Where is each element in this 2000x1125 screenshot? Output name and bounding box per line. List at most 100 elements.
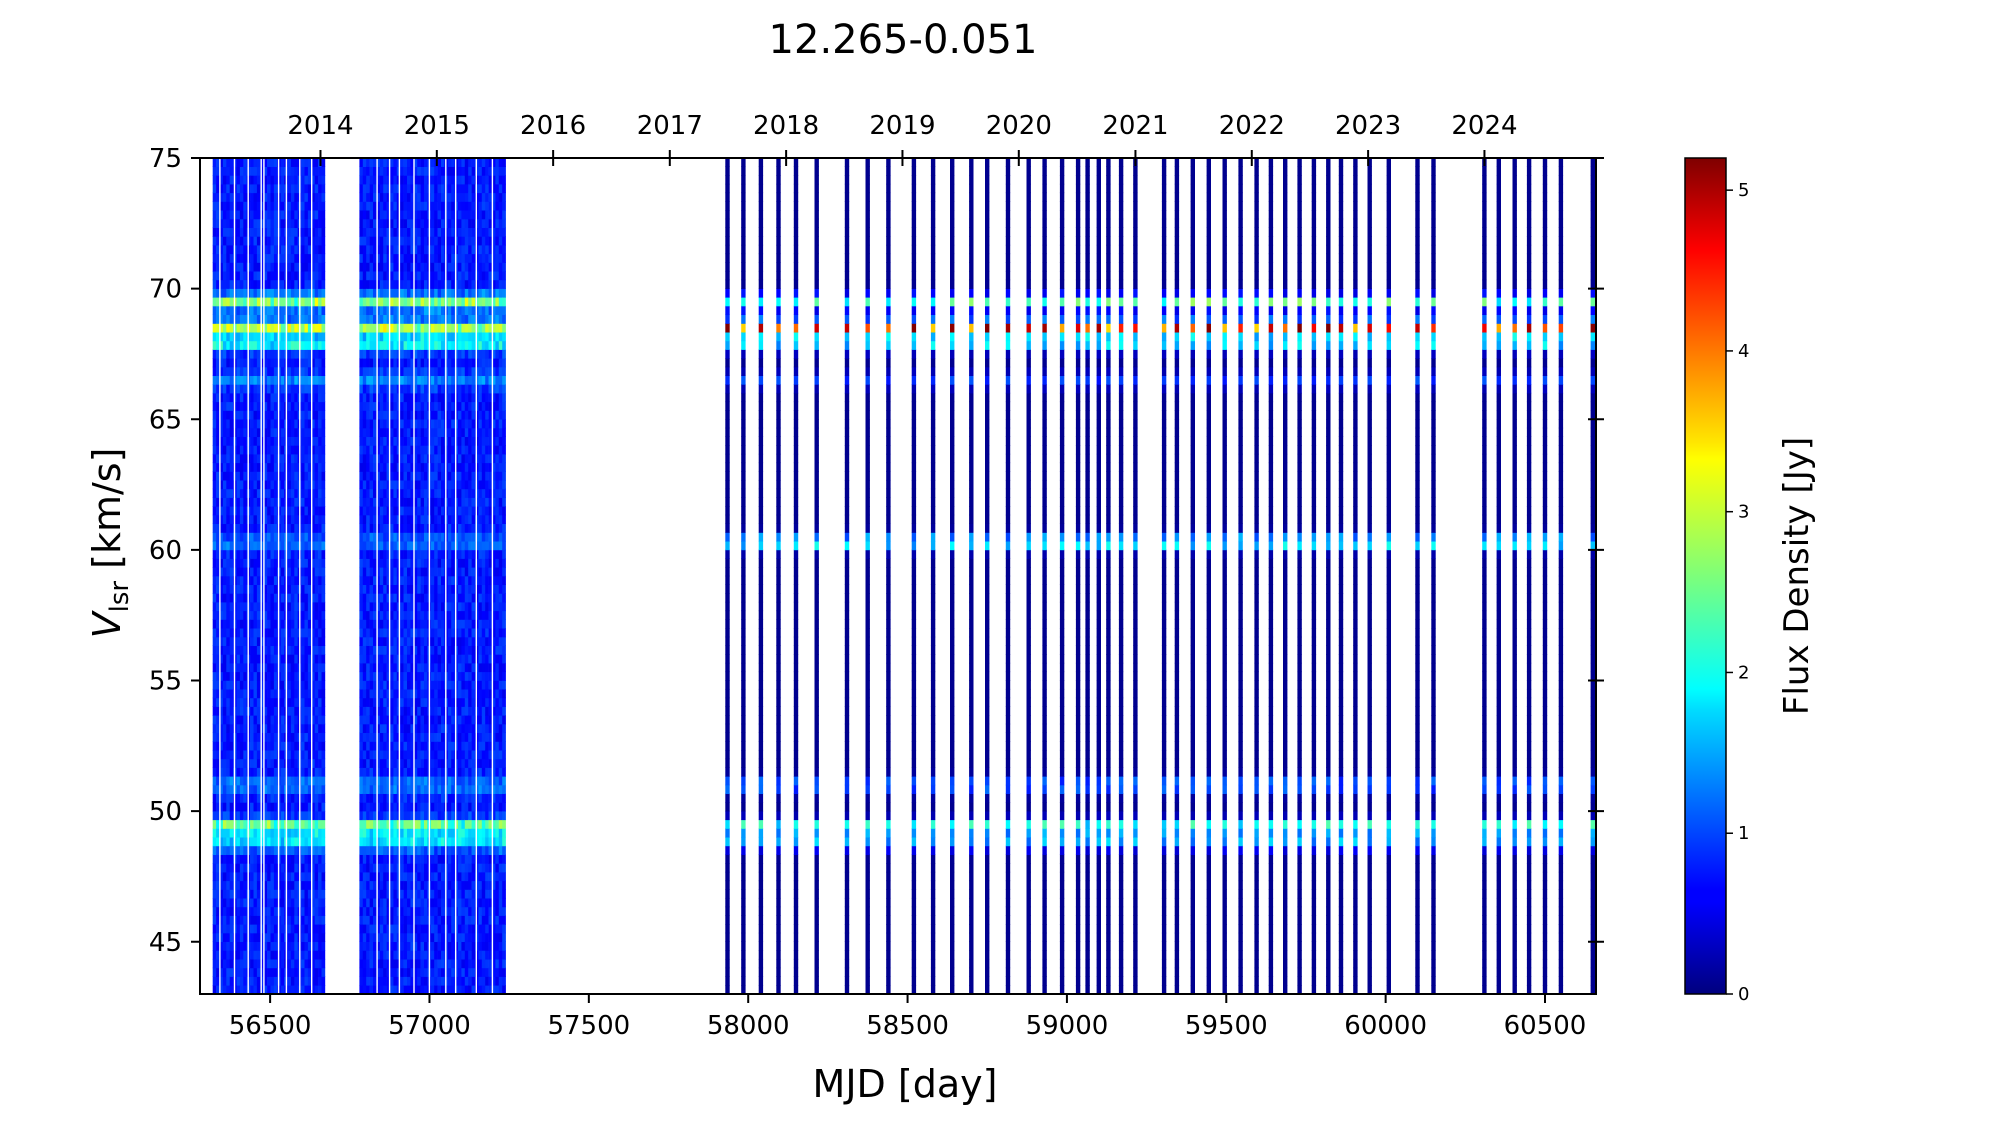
spectrum-cell (280, 253, 285, 263)
spectrum-cell (321, 906, 326, 916)
spectrum-cell (253, 340, 258, 350)
spectrum-cell (410, 201, 415, 211)
spectrum-cell (386, 401, 391, 411)
spectrum-cell (366, 340, 370, 350)
spectrum-cell (287, 479, 292, 490)
spectrum-cell (318, 593, 322, 603)
spectrum-cell (362, 915, 367, 925)
spectrum-cell (393, 688, 398, 699)
spectrum-cell (413, 636, 418, 647)
spectrum-cell (307, 358, 312, 368)
spectrum-cell (290, 941, 295, 951)
spectrum-cell (373, 784, 377, 795)
spectrum-cell (407, 175, 411, 185)
spectrum-cell (253, 262, 258, 272)
spectrum-cell (403, 175, 408, 185)
spectrum-cell (386, 758, 391, 768)
spectrum-cell (304, 915, 309, 925)
spectrum-cell (311, 906, 315, 916)
spectrum-cell (226, 819, 230, 829)
spectrum-cell (379, 863, 384, 873)
spectrum-cell (287, 863, 292, 873)
spectrum-cell (263, 784, 268, 795)
spectrum-cell (410, 166, 415, 176)
spectrum-cell (290, 436, 295, 446)
spectrum-cell (400, 715, 404, 725)
spectrum-cell (301, 950, 305, 960)
spectrum-cell (307, 828, 312, 838)
spectrum-cell (417, 401, 421, 411)
spectrum-cell (373, 897, 377, 908)
spectrum-cell (379, 305, 384, 316)
spectrum-cell (400, 445, 404, 455)
spectrum-cell (362, 732, 367, 742)
spectrum-cell (260, 479, 264, 490)
spectrum-cell (403, 958, 408, 969)
spectrum-cell (373, 445, 377, 455)
spectrum-cell (383, 784, 387, 795)
spectrum-cell (400, 375, 404, 385)
spectrum-cell (311, 871, 315, 882)
spectrum-cell (373, 462, 377, 472)
spectrum-cell (270, 802, 275, 812)
spectrum-cell (287, 210, 292, 220)
spectrum-cell (318, 532, 322, 542)
spectrum-cell (294, 723, 298, 734)
spectrum-cell (410, 210, 415, 220)
spectrum-cell (287, 567, 292, 577)
spectrum-cell (253, 331, 258, 342)
spectrum-cell (219, 540, 224, 551)
spectrum-cell (304, 584, 309, 594)
spectrum-cell (267, 297, 271, 307)
spectrum-cell (243, 584, 247, 594)
spectrum-cell (304, 349, 309, 359)
spectrum-cell (216, 340, 220, 350)
spectrum-cell (407, 863, 411, 873)
spectrum-cell (301, 175, 305, 185)
spectrum-cell (383, 749, 387, 760)
spectrum-cell (373, 854, 377, 864)
spectrum-cell (393, 601, 398, 612)
spectrum-cell (321, 645, 326, 655)
spectrum-cell (396, 201, 401, 211)
spectrum-cell (413, 218, 418, 229)
spectrum-cell (369, 601, 374, 612)
spectrum-cell (222, 567, 227, 577)
spectrum-cell (250, 166, 254, 176)
spectrum-cell (410, 863, 415, 873)
spectrum-cell (250, 183, 254, 194)
spectrum-cell (290, 741, 295, 751)
spectrum-cell (239, 192, 244, 202)
spectrum-cell (396, 976, 401, 986)
spectrum-cell (263, 253, 268, 263)
spectrum-cell (239, 349, 244, 359)
spectrum-cell (383, 323, 387, 333)
spectrum-cell (396, 950, 401, 960)
spectrum-cell (373, 340, 377, 350)
spectrum-cell (307, 340, 312, 350)
spectrum-cell (212, 262, 217, 272)
spectrum-cell (256, 445, 261, 455)
spectrum-cell (273, 279, 278, 289)
spectrum-cell (212, 358, 217, 368)
spectrum-cell (369, 584, 374, 594)
spectrum-cell (393, 270, 398, 281)
spectrum-cell (253, 828, 258, 838)
spectrum-cell (321, 471, 326, 481)
spectrum-cell (311, 662, 315, 673)
spectrum-cell (253, 950, 258, 960)
spectrum-cell (263, 401, 268, 411)
spectrum-cell (267, 845, 271, 856)
spectrum-cell (263, 932, 268, 943)
spectrum-cell (318, 758, 322, 768)
spectrum-cell (373, 723, 377, 734)
spectrum-cell (369, 932, 374, 943)
spectrum-cell (253, 958, 258, 969)
spectrum-cell (287, 506, 292, 516)
spectrum-cell (290, 601, 295, 612)
spectrum-cell (243, 549, 247, 559)
spectrum-cell (263, 210, 268, 220)
spectrum-cell (290, 488, 295, 498)
spectrum-cell (273, 532, 278, 542)
spectrum-cell (393, 619, 398, 629)
